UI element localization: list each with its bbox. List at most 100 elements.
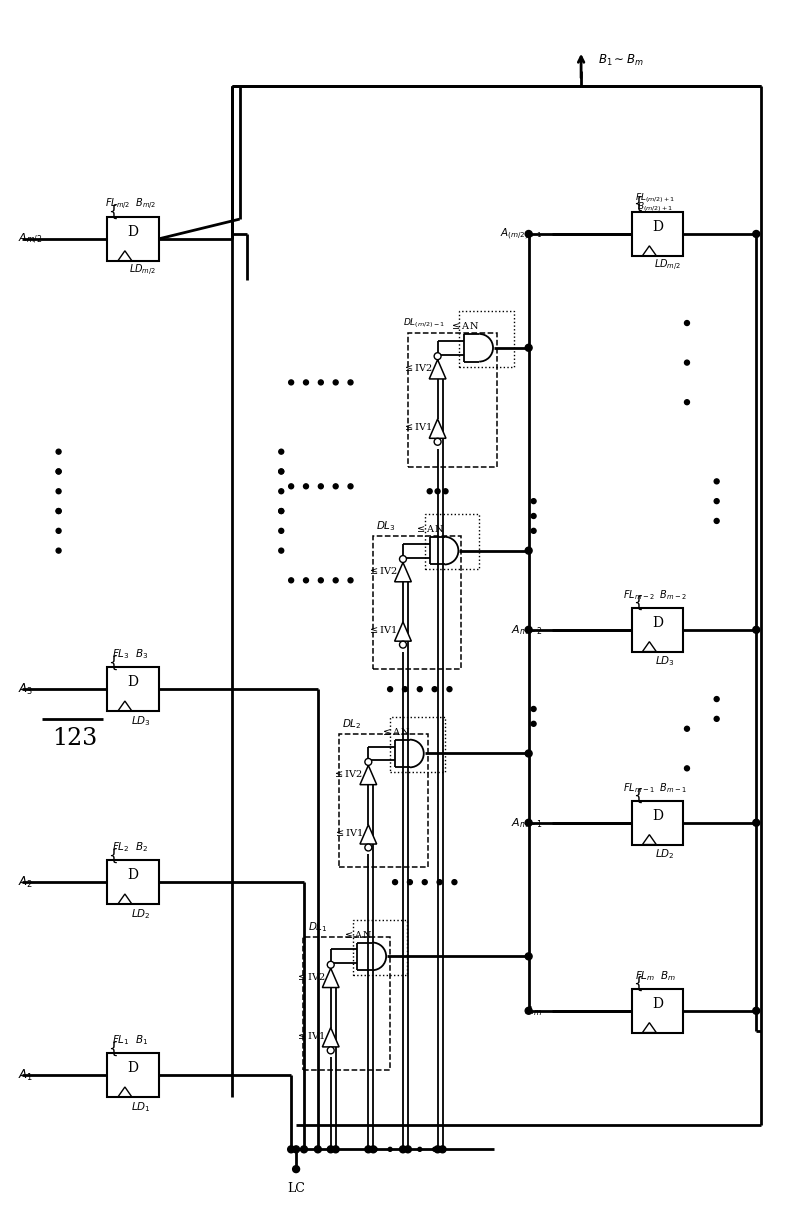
Circle shape — [525, 1007, 532, 1015]
Text: $A_3$: $A_3$ — [18, 681, 34, 697]
Text: $FL_3$  $B_3$: $FL_3$ $B_3$ — [112, 647, 148, 662]
Text: $FL_{m-1}$  $B_{m-1}$: $FL_{m-1}$ $B_{m-1}$ — [623, 781, 687, 795]
Circle shape — [278, 469, 284, 474]
Text: $\{$: $\{$ — [633, 593, 642, 612]
Circle shape — [525, 344, 532, 352]
Circle shape — [525, 231, 532, 237]
Circle shape — [348, 578, 353, 582]
Circle shape — [318, 484, 323, 488]
Text: $FL_{m/2}$  $B_{m/2}$: $FL_{m/2}$ $B_{m/2}$ — [105, 197, 157, 211]
Circle shape — [714, 717, 719, 722]
Text: $FL_{m-2}$  $B_{m-2}$: $FL_{m-2}$ $B_{m-2}$ — [623, 589, 687, 602]
Bar — [631, 989, 683, 1033]
Circle shape — [714, 498, 719, 503]
Text: $A_2$: $A_2$ — [18, 874, 33, 890]
Text: $\leq$IV1: $\leq$IV1 — [403, 421, 433, 432]
Circle shape — [714, 479, 719, 484]
Text: $\{$: $\{$ — [108, 846, 118, 864]
Bar — [353, 919, 407, 976]
Polygon shape — [394, 563, 411, 581]
Circle shape — [434, 353, 441, 360]
Text: $\leq$IV2: $\leq$IV2 — [402, 363, 433, 374]
Circle shape — [434, 1145, 441, 1153]
Circle shape — [334, 380, 338, 385]
Circle shape — [278, 548, 284, 553]
Circle shape — [714, 519, 719, 524]
Circle shape — [433, 1148, 437, 1151]
Circle shape — [365, 844, 372, 851]
Circle shape — [437, 879, 442, 885]
Circle shape — [303, 484, 309, 488]
Circle shape — [365, 758, 372, 766]
Text: $A_{m/2}$: $A_{m/2}$ — [18, 232, 42, 245]
Polygon shape — [322, 1028, 339, 1046]
Circle shape — [327, 1145, 334, 1153]
Text: $\leq$IV2: $\leq$IV2 — [296, 971, 326, 982]
Circle shape — [303, 578, 309, 582]
Circle shape — [288, 1145, 294, 1153]
Circle shape — [447, 686, 452, 691]
Bar — [303, 937, 390, 1070]
Circle shape — [531, 529, 536, 534]
Text: $LD_2$: $LD_2$ — [131, 907, 150, 921]
Circle shape — [399, 1145, 406, 1153]
Circle shape — [427, 488, 432, 493]
Polygon shape — [360, 766, 377, 785]
Text: $FL_1$  $B_1$: $FL_1$ $B_1$ — [112, 1033, 148, 1048]
Circle shape — [278, 469, 284, 474]
Circle shape — [714, 697, 719, 702]
Circle shape — [56, 548, 61, 553]
Circle shape — [365, 1145, 372, 1153]
Circle shape — [443, 488, 448, 493]
Circle shape — [278, 488, 284, 493]
Circle shape — [531, 707, 536, 712]
Circle shape — [327, 961, 334, 968]
Circle shape — [531, 498, 536, 503]
Circle shape — [403, 1148, 407, 1151]
Circle shape — [370, 1145, 377, 1153]
Circle shape — [301, 1145, 307, 1153]
Text: D: D — [652, 808, 662, 823]
Circle shape — [753, 1007, 760, 1015]
Bar — [107, 861, 158, 904]
Bar — [631, 608, 683, 652]
Circle shape — [753, 231, 760, 237]
Circle shape — [56, 488, 61, 493]
Bar — [408, 333, 497, 466]
Circle shape — [278, 509, 284, 514]
Circle shape — [303, 380, 309, 385]
Circle shape — [289, 484, 294, 488]
Text: $DL_3$: $DL_3$ — [376, 519, 396, 532]
Text: D: D — [127, 868, 138, 883]
Circle shape — [418, 686, 422, 691]
Circle shape — [407, 879, 412, 885]
Bar — [390, 717, 445, 773]
Circle shape — [452, 879, 457, 885]
Circle shape — [525, 819, 532, 827]
Text: $LD_{m/2}$: $LD_{m/2}$ — [654, 258, 681, 274]
Circle shape — [278, 529, 284, 534]
Circle shape — [531, 514, 536, 519]
Circle shape — [56, 509, 61, 514]
Circle shape — [685, 321, 690, 326]
Text: $FL_2$  $B_2$: $FL_2$ $B_2$ — [112, 840, 148, 855]
Text: D: D — [127, 225, 138, 239]
Circle shape — [289, 578, 294, 582]
Polygon shape — [430, 360, 446, 379]
Text: $\{$: $\{$ — [633, 195, 642, 214]
Circle shape — [374, 1148, 378, 1151]
Polygon shape — [394, 621, 411, 641]
Circle shape — [422, 879, 427, 885]
Circle shape — [278, 509, 284, 514]
Polygon shape — [322, 968, 339, 988]
Circle shape — [56, 509, 61, 514]
Text: D: D — [652, 220, 662, 234]
Text: $LD_2$: $LD_2$ — [655, 847, 675, 861]
Circle shape — [334, 578, 338, 582]
Text: D: D — [127, 675, 138, 689]
Circle shape — [399, 556, 406, 563]
Circle shape — [418, 1148, 422, 1151]
Circle shape — [314, 1145, 322, 1153]
Circle shape — [525, 750, 532, 757]
Circle shape — [56, 469, 61, 474]
